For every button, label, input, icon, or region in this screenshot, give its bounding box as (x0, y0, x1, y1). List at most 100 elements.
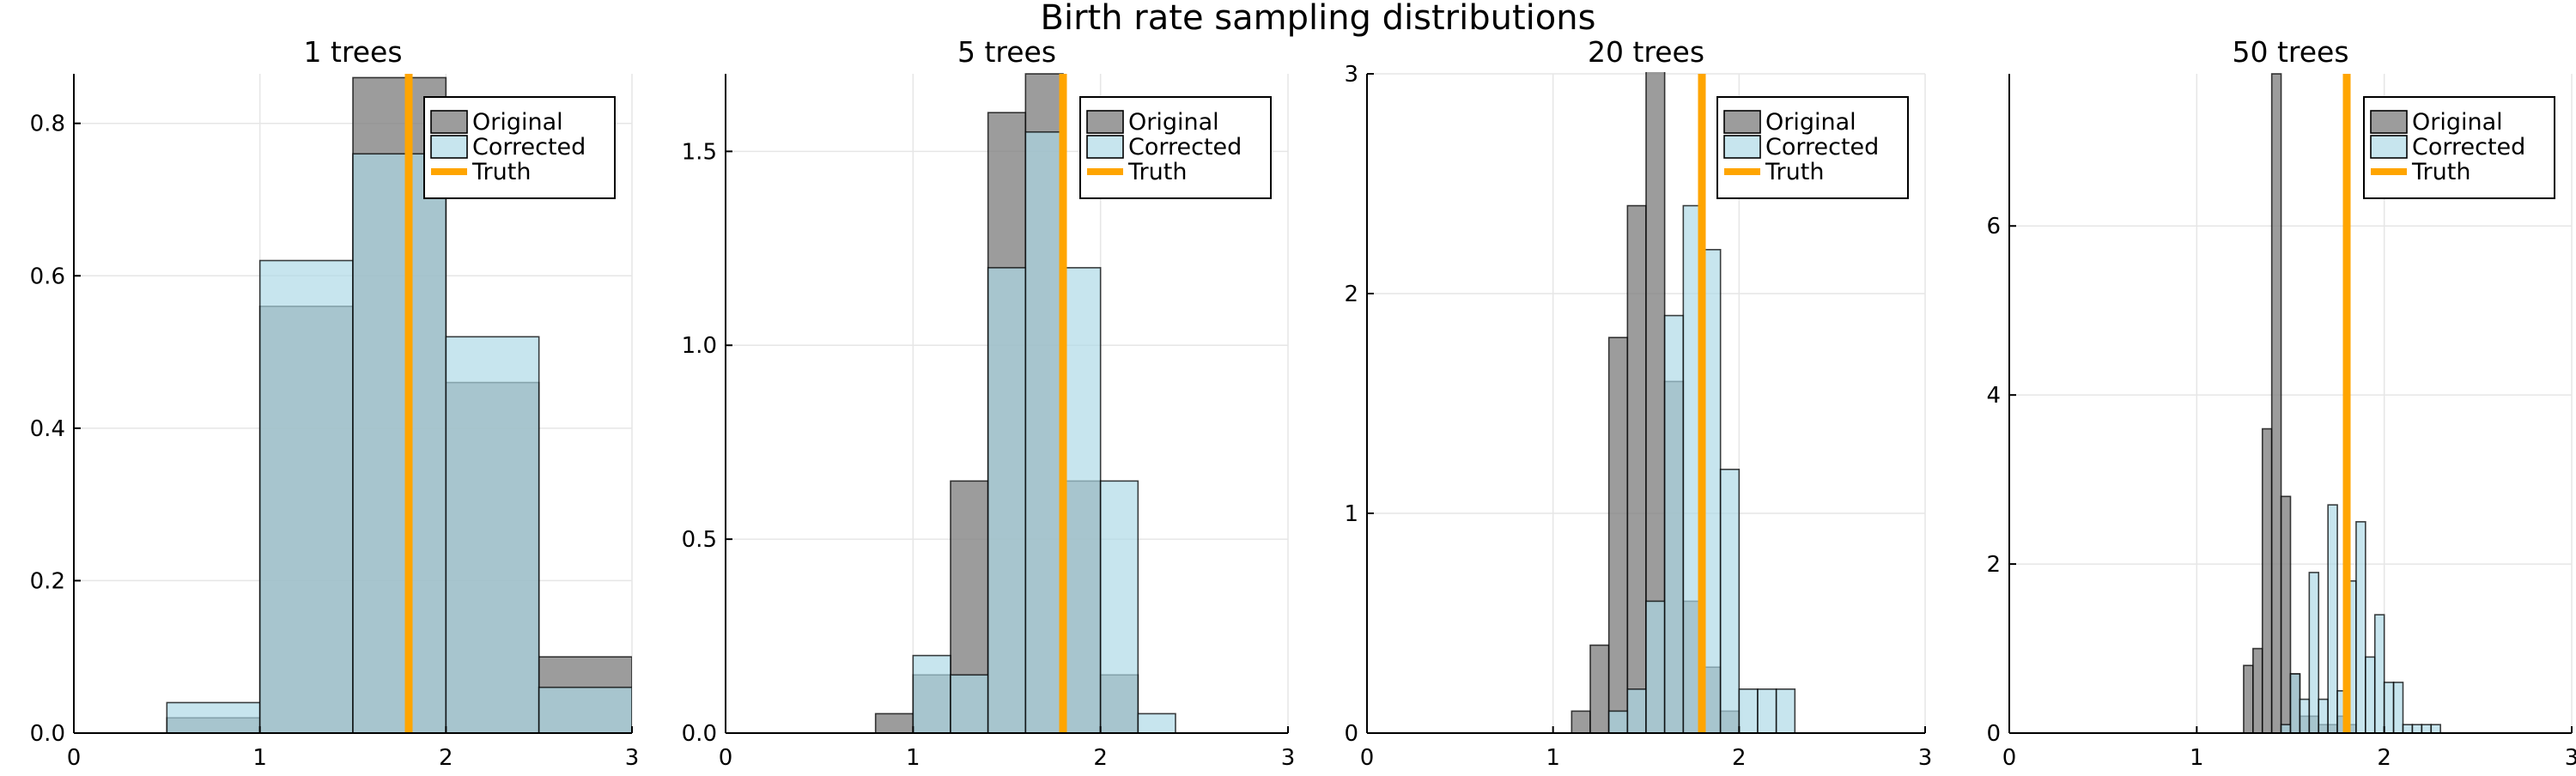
corrected-bar (1062, 267, 1102, 733)
original-bar (2280, 495, 2292, 733)
corrected-bar (950, 674, 989, 733)
original-bar (1571, 710, 1591, 733)
corrected-bar (1137, 712, 1176, 733)
x-tick-label: 2 (1093, 745, 1108, 771)
corrected-bar (2308, 572, 2320, 733)
legend-label-truth: Truth (2411, 159, 2470, 185)
y-tick-label: 1.0 (682, 333, 717, 359)
original-bar (2252, 647, 2263, 733)
y-tick-label: 0.5 (682, 527, 717, 553)
legend-label-original: Original (1765, 109, 1856, 136)
y-tick-label: 2 (1344, 282, 1358, 307)
legend-swatch-original (430, 110, 468, 134)
corrected-bar (2430, 724, 2441, 733)
panel-title: 50 trees (2232, 35, 2348, 69)
corrected-bar (2318, 698, 2329, 733)
panel-title: 5 trees (957, 35, 1056, 69)
corrected-bar (258, 259, 354, 733)
corrected-bar (2299, 698, 2311, 733)
corrected-bar (352, 153, 447, 733)
corrected-bar (1663, 314, 1685, 733)
corrected-bar (2289, 673, 2301, 733)
series-corrected (912, 130, 1176, 733)
original-bar (1607, 336, 1629, 733)
corrected-bar (1738, 688, 1759, 733)
legend-swatch-corrected (430, 135, 468, 159)
corrected-bar (2355, 521, 2366, 733)
x-tick-label: 1 (2190, 745, 2204, 771)
original-bar (1626, 204, 1647, 733)
corrected-bar (1607, 710, 1629, 733)
series-corrected (1607, 204, 1796, 733)
y-tick-label: 0.0 (30, 721, 65, 747)
corrected-bar (1024, 130, 1064, 733)
y-tick-label: 2 (1986, 552, 2001, 578)
x-tick-label: 0 (67, 745, 82, 771)
series-original (2243, 73, 2357, 733)
series-corrected (2280, 504, 2441, 733)
corrected-bar (2421, 724, 2433, 733)
legend-label-corrected: Corrected (1765, 134, 1879, 161)
legend-swatch-corrected (2370, 135, 2408, 159)
original-bar (2243, 664, 2254, 733)
legend-label-original: Original (1128, 109, 1219, 136)
y-tick-label: 0.4 (30, 416, 65, 442)
corrected-bar (2280, 724, 2292, 733)
x-tick-label: 0 (2002, 745, 2017, 771)
legend-swatch-original (2370, 110, 2408, 134)
x-tick-label: 0 (1360, 745, 1375, 771)
x-tick-label: 3 (1918, 745, 1933, 771)
corrected-bar (1099, 480, 1139, 733)
x-tick-label: 1 (906, 745, 920, 771)
legend-label-corrected: Corrected (472, 134, 586, 161)
x-tick-label: 2 (2377, 745, 2391, 771)
bars (874, 73, 1176, 733)
corrected-bar (2383, 682, 2395, 733)
bars (166, 76, 632, 733)
y-tick-label: 1.5 (682, 139, 717, 165)
legend-label-corrected: Corrected (2412, 134, 2525, 161)
corrected-bar (2411, 724, 2423, 733)
legend-label-truth: Truth (471, 159, 531, 185)
y-tick-label: 1 (1344, 501, 1358, 527)
x-tick-label: 3 (1281, 745, 1296, 771)
x-tick-label: 2 (439, 745, 453, 771)
legend-swatch-corrected (1723, 135, 1761, 159)
panel-1: 0 1 2 3 0.0 0.2 0.4 0.6 0.8 1 trees OriginalCorrec… (30, 35, 640, 771)
series-corrected (166, 153, 632, 733)
y-tick-label: 6 (1986, 214, 2001, 239)
original-bar (2270, 73, 2282, 733)
y-tick-label: 0.0 (682, 721, 717, 747)
legend-label-corrected: Corrected (1128, 134, 1242, 161)
x-tick-label: 3 (2565, 745, 2576, 771)
corrected-bar (1719, 468, 1741, 733)
corrected-bar (445, 336, 540, 733)
bars (1571, 72, 1796, 733)
figure-title: Birth rate sampling distributions (1041, 0, 1596, 38)
legend-label-truth: Truth (1765, 159, 1824, 185)
corrected-bar (2327, 504, 2338, 733)
legend-swatch-corrected (1086, 135, 1124, 159)
corrected-bar (2373, 614, 2385, 733)
panel-title: 20 trees (1588, 35, 1704, 69)
x-tick-label: 0 (719, 745, 733, 771)
bars (2243, 73, 2441, 733)
corrected-bar (2365, 656, 2376, 733)
legend-swatch-original (1723, 110, 1761, 134)
original-bar (874, 712, 914, 733)
y-tick-label: 3 (1344, 62, 1358, 88)
corrected-bar (2402, 724, 2414, 733)
panel-2: 0 1 2 3 0.0 0.5 1.0 1.5 5 trees OriginalCorrected… (682, 35, 1296, 771)
y-tick-label: 0 (1344, 721, 1358, 747)
legend-swatch-original (1086, 110, 1124, 134)
y-tick-label: 0.2 (30, 568, 65, 594)
corrected-bar (1775, 688, 1796, 733)
corrected-bar (1645, 600, 1666, 733)
corrected-bar (538, 686, 632, 733)
